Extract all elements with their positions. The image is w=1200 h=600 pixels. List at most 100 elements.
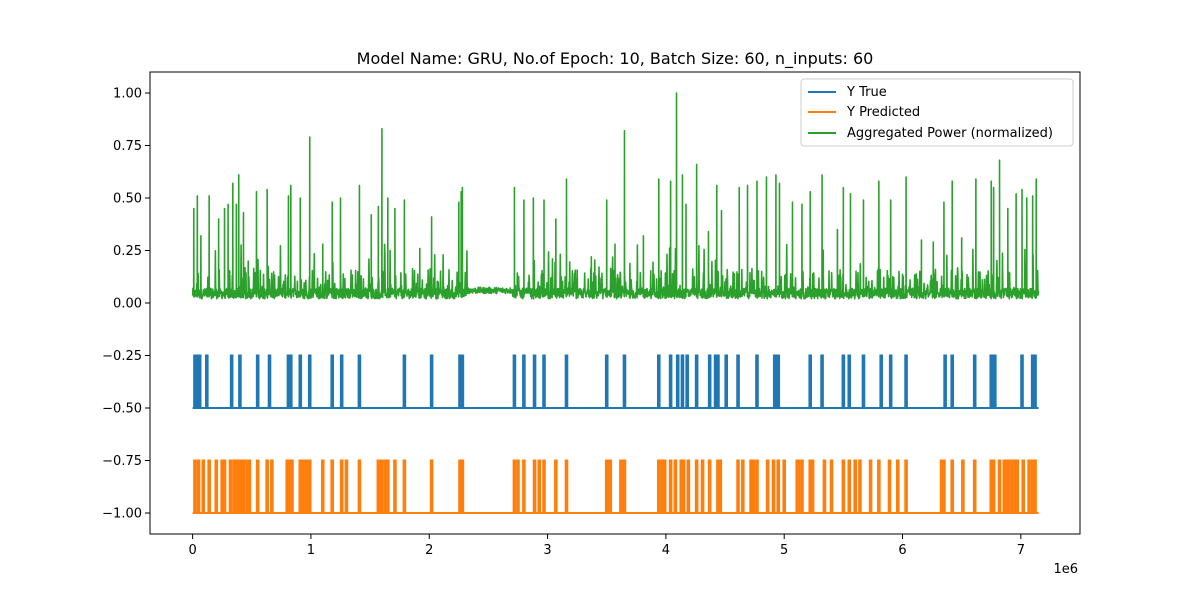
series-y-predicted-pulse-69 — [749, 459, 753, 513]
series-y-predicted-pulse-108 — [1033, 459, 1037, 513]
series-y-predicted-pulse-28 — [344, 459, 349, 513]
series-y-predicted-pulse-53 — [622, 459, 627, 513]
series-y-true-pulse-34 — [707, 354, 712, 408]
y-tick-label-8: −1.00 — [102, 507, 142, 522]
series-y-predicted-pulse-58 — [673, 459, 678, 513]
y-tick-label-1: 0.75 — [113, 139, 142, 154]
y-tick-label-3: 0.25 — [113, 244, 142, 259]
series-y-predicted-pulse-57 — [668, 459, 673, 513]
series-y-predicted-pulse-48 — [564, 459, 569, 513]
series-y-true-pulse-44 — [841, 354, 846, 408]
series-y-predicted-pulse-43 — [522, 459, 526, 513]
series-y-predicted-pulse-77 — [796, 459, 801, 513]
series-y-true-pulse-28 — [656, 354, 661, 408]
series-y-predicted-pulse-105 — [1021, 459, 1026, 513]
y-axis: 1.00 0.75 0.50 0.25 0.00 −0.25 −0.50 −0.75 −1.00 — [102, 87, 150, 522]
x-tick-label-6: 6 — [898, 543, 906, 558]
series-y-predicted-pulse-20 — [290, 459, 294, 513]
series-y-predicted-pulse-84 — [847, 459, 852, 513]
series-y-predicted-pulse-8 — [232, 459, 236, 513]
series-y-predicted-pulse-73 — [771, 459, 776, 513]
series-y-predicted-pulse-83 — [841, 459, 846, 513]
x-axis: 0 1 2 3 4 5 6 7 — [188, 534, 1025, 558]
series-y-predicted-pulse-96 — [972, 459, 977, 513]
series-y-predicted-pulse-74 — [776, 459, 781, 513]
series-y-predicted-pulse-35 — [393, 459, 397, 513]
y-tick-label-0: 1.00 — [113, 87, 142, 102]
series-y-predicted-pulse-9 — [234, 459, 239, 513]
series-y-predicted-pulse-5 — [220, 459, 224, 513]
series-y-true-pulse-26 — [604, 354, 609, 408]
y-tick-label-2: 0.50 — [113, 192, 142, 207]
series-y-true-pulse-37 — [724, 354, 729, 408]
series-y-predicted-pulse-3 — [207, 459, 211, 513]
series-y-true-pulse-29 — [668, 354, 673, 408]
series-y-true-pulse-10 — [289, 354, 293, 408]
series-y-predicted-pulse-29 — [357, 459, 362, 513]
legend-box — [800, 78, 1074, 147]
chart-title: Model Name: GRU, No.of Epoch: 10, Batch … — [357, 49, 874, 69]
series-y-true-pulse-32 — [685, 354, 689, 408]
series-y-predicted-pulse-0 — [193, 459, 197, 513]
series-y-true-pulse-2 — [197, 354, 202, 408]
series-y-predicted-pulse-66 — [718, 459, 723, 513]
series-y-true-pulse-0 — [193, 354, 197, 408]
series-y-true-pulse-55 — [1020, 354, 1024, 408]
series-y-predicted-pulse-7 — [228, 459, 233, 513]
series-y-predicted-pulse-81 — [822, 459, 827, 513]
series-y-predicted-pulse-18 — [285, 459, 290, 513]
x-tick-label-7: 7 — [1017, 543, 1025, 558]
series-y-true-pulse-48 — [888, 354, 893, 408]
series-y-predicted-pulse-2 — [201, 459, 206, 513]
y-tick-label-5: −0.25 — [102, 349, 142, 364]
series-y-predicted-pulse-1 — [196, 459, 201, 513]
x-tick-label-1: 1 — [307, 543, 315, 558]
series-aggregated-power-line — [191, 92, 1040, 300]
series-y-true-pulse-38 — [736, 354, 740, 408]
series-y-predicted-pulse-24 — [307, 459, 312, 513]
series-y-predicted-pulse-61 — [686, 459, 691, 513]
series-y-predicted-pulse-97 — [989, 459, 994, 513]
series-y-predicted-pulse-54 — [656, 459, 661, 513]
series-y-predicted-pulse-93 — [942, 459, 946, 513]
series-y-true-pulse-3 — [204, 354, 209, 408]
series-y-predicted-pulse-90 — [895, 459, 900, 513]
series-y-predicted-pulse-107 — [1030, 459, 1035, 513]
series-y-predicted-pulse-67 — [736, 459, 740, 513]
series-y-predicted-pulse-56 — [662, 459, 667, 513]
series-y-true-pulse-25 — [564, 354, 569, 408]
series-y-predicted-pulse-59 — [679, 459, 684, 513]
series-y-predicted-pulse-103 — [1011, 459, 1016, 513]
y-tick-label-6: −0.50 — [102, 402, 142, 417]
series-y-predicted-pulse-6 — [222, 459, 227, 513]
legend-label-aggregated-power: Aggregated Power (normalized) — [847, 126, 1053, 141]
series-y-true-pulse-36 — [716, 354, 720, 408]
series-y-true-pulse-43 — [820, 354, 824, 408]
series-y-true-pulse-24 — [542, 354, 546, 408]
series-y-predicted-pulse-86 — [858, 459, 862, 513]
series-y-true-pulse-14 — [339, 354, 344, 408]
series-y-true-pulse-27 — [622, 354, 627, 408]
series-y-predicted-pulse-42 — [516, 459, 520, 513]
x-offset-label: 1e6 — [1053, 562, 1078, 577]
series-y-true-pulse-20 — [460, 354, 465, 408]
series-y-predicted-pulse-37 — [429, 459, 434, 513]
series-y-predicted-pulse-100 — [1002, 459, 1007, 513]
series-y-predicted-pulse-22 — [300, 459, 305, 513]
series-y-predicted-pulse-12 — [241, 459, 246, 513]
series-y-true-pulse-42 — [808, 354, 813, 408]
series-y-true-pulse-12 — [307, 354, 312, 408]
series-y-predicted-pulse-60 — [681, 459, 686, 513]
series-y-true-pulse-5 — [238, 354, 242, 408]
series-y-predicted-pulse-34 — [386, 459, 390, 513]
series-y-predicted-pulse-62 — [694, 459, 699, 513]
y-tick-label-7: −0.75 — [102, 454, 142, 469]
series-y-true-pulse-22 — [522, 354, 526, 408]
series-y-true-pulse-45 — [847, 354, 852, 408]
series-y-predicted-pulse-106 — [1027, 459, 1031, 513]
series-y-true-pulse-54 — [993, 354, 997, 408]
series-y-predicted-pulse-17 — [270, 459, 274, 513]
legend-label-y-true: Y True — [846, 85, 887, 100]
series-y-true-pulse-53 — [989, 354, 994, 408]
series-y-predicted-pulse-30 — [376, 459, 381, 513]
